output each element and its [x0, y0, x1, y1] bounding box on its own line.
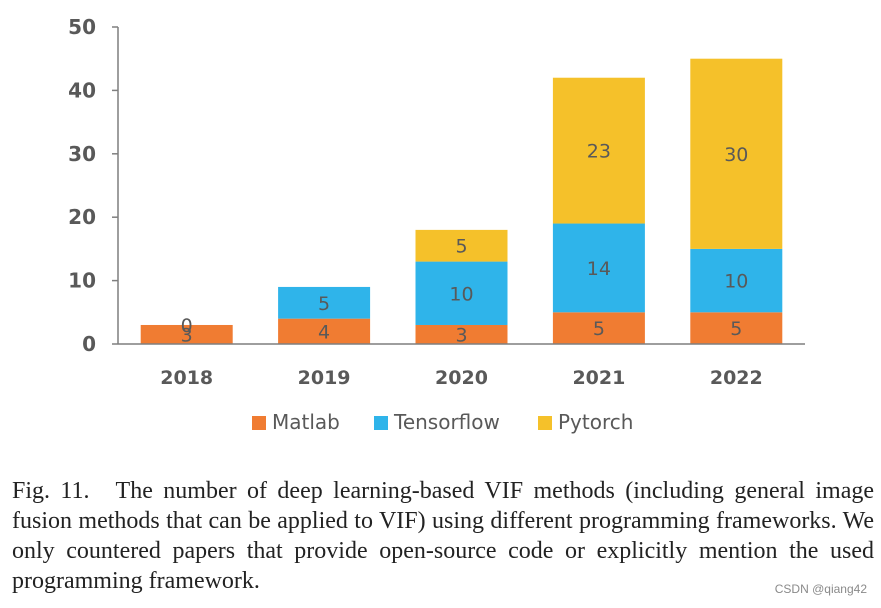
bar-matlab-2022: [690, 312, 783, 344]
bar-tensorflow-2021: [552, 223, 645, 313]
data-label-matlab-2018: 3: [181, 324, 193, 346]
data-label-tensorflow-2021: 14: [587, 258, 611, 280]
data-label-matlab-2022: 5: [730, 318, 742, 340]
bars-group: [140, 58, 783, 344]
legend-swatch-matlab: [252, 416, 266, 430]
x-tick-label: 2021: [572, 367, 625, 389]
x-tick-label: 2020: [435, 367, 488, 389]
data-label-matlab-2021: 5: [593, 318, 605, 340]
figure-label: Fig. 11.: [12, 478, 90, 504]
x-tick-label: 2022: [710, 367, 763, 389]
data-label-pytorch-2021: 23: [587, 141, 611, 163]
data-label-tensorflow-2019: 5: [318, 293, 330, 315]
data-label-tensorflow-2020: 10: [449, 283, 473, 305]
y-tick-label: 40: [68, 78, 96, 102]
bar-tensorflow-2020: [415, 261, 508, 325]
bar-matlab-2018: [140, 324, 233, 344]
bar-pytorch-2021: [552, 77, 645, 224]
x-tick-label: 2018: [160, 367, 213, 389]
data-label-matlab-2019: 4: [318, 321, 330, 343]
y-tick-label: 0: [82, 332, 96, 356]
y-tick-label: 50: [68, 15, 96, 39]
caption-text: The number of deep learning-based VIF me…: [12, 478, 874, 594]
bar-matlab-2019: [278, 318, 371, 344]
bar-tensorflow-2022: [690, 248, 783, 313]
data-label-matlab-2020: 3: [455, 324, 467, 346]
bar-matlab-2021: [552, 312, 645, 344]
y-tick-label: 10: [68, 269, 96, 293]
watermark: CSDN @qiang42: [774, 582, 867, 596]
bar-tensorflow-2019: [278, 286, 371, 319]
legend-label-tensorflow: Tensorflow: [393, 410, 500, 434]
legend-swatch-pytorch: [538, 416, 552, 430]
data-label-tensorflow-2022: 10: [724, 271, 748, 293]
data-label-pytorch-2022: 30: [724, 144, 748, 166]
bar-matlab-2020: [415, 324, 508, 344]
figure-caption: Fig. 11. The number of deep learning-base…: [12, 476, 874, 596]
data-label-tensorflow-2018: 0: [181, 315, 193, 337]
stacked-bar-chart: 3 0 4 5 3 10 5 5 14 23 5 10 30 0 10 20 30 40 50 2018 2019 20…: [68, 15, 805, 434]
legend-label-matlab: Matlab: [272, 410, 340, 434]
caption-paragraph: Fig. 11. The number of deep learning-base…: [12, 476, 874, 596]
y-tick-label: 20: [68, 205, 96, 229]
bar-pytorch-2022: [690, 58, 783, 249]
legend: Matlab Tensorflow Pytorch: [252, 410, 633, 434]
bar-pytorch-2020: [415, 229, 508, 262]
y-tick-label: 30: [68, 142, 96, 166]
x-tick-label: 2019: [298, 367, 351, 389]
legend-label-pytorch: Pytorch: [558, 410, 633, 434]
data-label-pytorch-2020: 5: [455, 236, 467, 258]
legend-swatch-tensorflow: [374, 416, 388, 430]
